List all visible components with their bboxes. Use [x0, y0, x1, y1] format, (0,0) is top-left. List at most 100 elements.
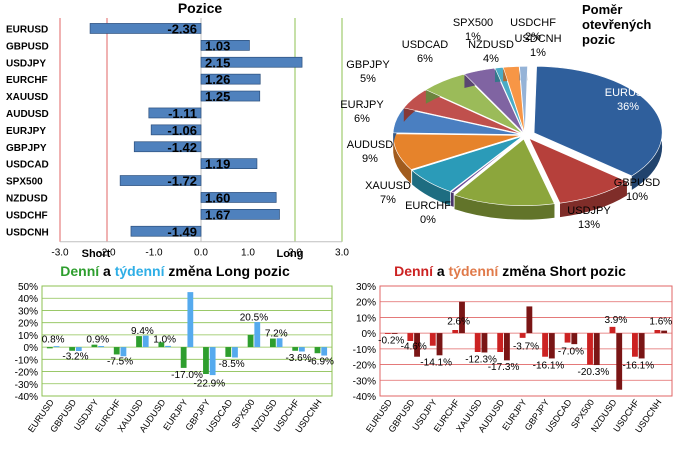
data-label: 1.6% [649, 317, 672, 328]
slice-top [425, 74, 523, 134]
slice-top [533, 66, 663, 177]
slice-top [450, 136, 523, 194]
data-label: -7.5% [107, 357, 133, 368]
bar-t-denn--xauusd [142, 335, 149, 348]
slice-label: SPX500 1% [453, 17, 493, 43]
positions-bar-chart: Pozice EURUSD GBPUSD USDJPY EURCHF XAUUSD AUD… [6, 0, 349, 260]
slice-percent: 13% [578, 219, 600, 231]
bar-denn--spx500 [247, 334, 254, 348]
slice-percent: 0% [420, 214, 436, 226]
value-label: -1.49 [167, 224, 197, 239]
slice-name: EURCHF [405, 200, 451, 212]
bar-t-denn--audusd [165, 345, 171, 348]
slice-percent: 2% [525, 31, 541, 43]
value-label: 1.25 [205, 89, 230, 104]
title-line: pozic [582, 32, 615, 47]
bar-t-denn--gbpjpy [209, 347, 216, 376]
open-positions-pie-chart: EURUSD 36% GBPUSD 10% USDJPY 13% EURCHF 0% XAUUS… [340, 2, 663, 231]
bar-denn--nzdusd [609, 326, 616, 334]
slice-top [392, 108, 522, 135]
bar-denn--usdcnh [654, 330, 661, 334]
slice-eurjpy [392, 108, 522, 147]
slice-label: XAUUSD 7% [365, 180, 411, 206]
data-label: -6.9% [308, 357, 334, 368]
value-label: -1.11 [168, 106, 197, 121]
x-tick-label: 0.0 [194, 248, 208, 259]
x-tick-label: 2.0 [288, 248, 302, 259]
bar-denn--usdcad [225, 347, 232, 357]
data-label: -14.1% [420, 357, 452, 368]
title-part: týdenní [115, 263, 166, 279]
y-tick-label: -10% [353, 345, 376, 356]
bar-denn--usdchf [632, 333, 638, 357]
slice-name: SPX500 [453, 17, 493, 29]
slice-side [412, 170, 451, 206]
bar-denn--eurjpy [519, 333, 526, 338]
slice-label: EURJPY 6% [340, 99, 384, 125]
bar-t-denn--nzdusd [276, 338, 283, 348]
slice-label: GBPUSD 10% [614, 177, 661, 203]
title-part: týdenní [449, 263, 500, 279]
value-label: 1.67 [205, 207, 230, 222]
slice-usdcad [425, 74, 523, 134]
category-label: SPX500 [6, 177, 43, 188]
bar-spx500 [119, 175, 202, 186]
chart-title: Denní a týdenní změna Short pozic [394, 263, 626, 279]
category-label: USDJPY [6, 58, 46, 69]
data-label: -8.5% [219, 359, 245, 370]
category-label: NZDUSD [6, 193, 48, 204]
bar-denn--nzdusd [269, 338, 276, 348]
slice-name: USDCAD [402, 39, 449, 51]
data-label: -22.9% [193, 379, 225, 390]
category-label: USDCHF [6, 210, 48, 221]
slice-nzdusd [463, 67, 524, 134]
slice-side [454, 195, 555, 220]
category-label: EURCHF [6, 75, 48, 86]
slice-label: USDCNH 1% [514, 33, 561, 59]
slice-side [450, 191, 454, 207]
bar-t-denn--usdcad [571, 333, 578, 345]
bar-denn--xauusd [474, 333, 481, 352]
bar-t-denn--audusd [503, 333, 510, 361]
slice-side [393, 133, 412, 184]
data-label: -0.2% [378, 335, 404, 346]
slice-eurchf [450, 136, 523, 207]
data-label: -4.6% [401, 342, 427, 353]
slice-name: AUDUSD [347, 139, 394, 151]
bar-t-denn--usdchf [298, 347, 305, 352]
bar-denn--xauusd [136, 336, 142, 348]
data-label: -17.3% [488, 362, 520, 373]
data-label: 0.8% [42, 335, 65, 346]
bar-denn--usdcad [564, 333, 571, 343]
slice-label: AUDUSD 9% [347, 139, 394, 165]
slice-usdcnh [519, 66, 528, 133]
data-label: -7.0% [558, 346, 584, 357]
bar-t-denn--gbpusd [414, 333, 420, 357]
title-part: Denní [60, 263, 100, 279]
bar-denn--usdcnh [314, 347, 321, 354]
slice-label: EURUSD 36% [605, 87, 652, 113]
slice-label: USDCHF 2% [510, 17, 556, 43]
bar-gbpusd [200, 39, 250, 51]
slice-top [528, 137, 628, 204]
slice-gbpjpy [403, 89, 522, 135]
bar-gbpjpy [133, 141, 202, 153]
slice-label: USDCAD 6% [402, 39, 449, 65]
long-change-bar-chart: Denní a týdenní změna Long pozic 50%40%3… [15, 263, 334, 435]
y-tick-label: 30% [356, 282, 376, 293]
y-tick-label: 0% [24, 343, 39, 354]
y-tick-label: 10% [18, 331, 38, 342]
bar-usdjpy [200, 56, 303, 68]
value-label: 2.15 [205, 55, 230, 70]
category-label: USDCAD [6, 160, 49, 171]
data-label: -3.6% [285, 353, 311, 364]
y-tick-label: -20% [353, 361, 376, 372]
x-tick-label: 3.0 [335, 248, 349, 259]
slice-top [494, 67, 525, 134]
slice-name: USDCNH [514, 33, 561, 45]
long-zone-label: Long [277, 248, 304, 260]
category-label: GBPJPY [6, 143, 47, 154]
y-tick-label: -10% [15, 355, 38, 366]
data-label: 3.9% [604, 315, 627, 326]
chart-title: Pozice [178, 0, 223, 16]
